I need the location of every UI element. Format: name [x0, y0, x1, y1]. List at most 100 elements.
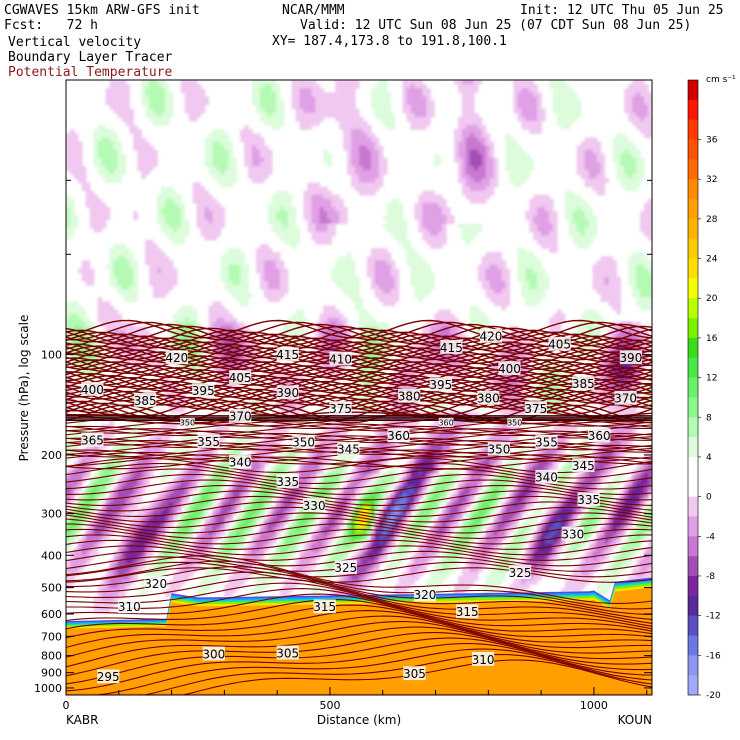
w-cell — [549, 457, 554, 462]
w-cell — [517, 481, 522, 487]
w-cell — [537, 96, 542, 102]
w-cell — [521, 539, 526, 544]
w-cell — [164, 592, 174, 598]
w-cell — [208, 313, 233, 319]
w-cell — [608, 461, 614, 466]
w-cell — [69, 207, 75, 212]
w-cell — [537, 522, 542, 528]
w-cell — [157, 502, 162, 507]
w-cell — [240, 469, 245, 475]
w-cell — [164, 88, 170, 93]
w-cell — [77, 420, 87, 425]
w-cell — [256, 584, 269, 589]
w-cell — [454, 477, 459, 483]
w-cell — [176, 506, 182, 512]
w-cell — [125, 526, 130, 532]
w-cell — [402, 494, 408, 499]
w-cell — [600, 162, 606, 167]
w-cell — [200, 514, 206, 520]
w-cell — [461, 96, 475, 102]
w-cell — [410, 567, 419, 573]
w-cell — [315, 227, 328, 233]
w-cell — [299, 551, 305, 557]
w-cell — [632, 531, 637, 536]
w-cell — [351, 477, 356, 483]
w-cell — [430, 531, 435, 536]
w-cell — [430, 395, 447, 401]
w-cell — [327, 510, 332, 516]
w-cell — [644, 264, 652, 270]
w-cell — [252, 153, 261, 159]
w-cell — [469, 531, 475, 536]
w-cell — [279, 522, 285, 528]
w-cell — [256, 145, 269, 151]
w-cell — [113, 572, 119, 577]
w-cell — [180, 543, 186, 548]
w-cell — [184, 506, 190, 512]
w-cell — [299, 559, 313, 565]
w-cell — [374, 432, 380, 438]
w-cell — [307, 563, 317, 569]
w-cell — [311, 559, 317, 565]
w-cell — [240, 137, 265, 143]
w-cell — [121, 116, 134, 122]
w-cell — [608, 563, 614, 569]
w-cell — [537, 207, 546, 212]
w-cell — [600, 444, 606, 450]
w-cell — [410, 531, 416, 536]
w-cell — [612, 543, 617, 548]
w-cell — [66, 166, 87, 171]
w-cell — [600, 494, 614, 499]
w-cell — [450, 498, 455, 503]
w-cell — [212, 453, 218, 458]
w-cell — [200, 481, 206, 487]
w-cell — [616, 514, 629, 520]
w-cell — [244, 514, 253, 520]
w-cell — [137, 477, 142, 483]
w-cell — [145, 555, 150, 561]
w-cell — [576, 166, 586, 171]
w-cell — [450, 522, 455, 528]
w-cell — [252, 395, 257, 401]
w-cell — [137, 490, 142, 495]
w-cell — [228, 535, 245, 540]
w-cell — [359, 145, 368, 151]
w-cell — [469, 174, 487, 179]
w-cell — [355, 551, 360, 557]
w-cell — [212, 321, 237, 327]
w-cell — [137, 535, 142, 540]
w-cell — [291, 567, 297, 573]
w-cell — [184, 92, 206, 97]
w-cell — [616, 174, 629, 179]
w-cell — [327, 469, 332, 475]
w-cell — [256, 473, 261, 479]
w-cell — [89, 223, 107, 229]
w-cell — [509, 490, 515, 495]
w-cell — [513, 88, 522, 93]
w-cell — [232, 334, 241, 339]
w-cell — [224, 539, 229, 544]
w-cell — [105, 100, 130, 106]
w-cell — [252, 449, 257, 454]
w-cell — [418, 227, 427, 233]
w-cell — [200, 580, 218, 585]
w-cell — [172, 330, 182, 335]
w-cell — [85, 551, 91, 557]
w-cell — [568, 473, 574, 479]
w-cell — [588, 526, 594, 532]
w-cell — [323, 194, 340, 200]
w-cell — [422, 485, 427, 491]
w-cell — [216, 555, 229, 561]
w-cell — [493, 518, 499, 524]
w-cell — [438, 531, 443, 536]
w-cell — [414, 514, 419, 520]
w-cell — [335, 510, 344, 516]
w-cell — [457, 576, 479, 581]
w-cell — [192, 526, 198, 532]
w-cell — [529, 547, 534, 553]
w-cell — [517, 502, 526, 507]
w-cell — [172, 481, 178, 487]
w-cell — [359, 149, 372, 155]
w-cell — [366, 354, 380, 360]
w-cell — [454, 547, 463, 553]
